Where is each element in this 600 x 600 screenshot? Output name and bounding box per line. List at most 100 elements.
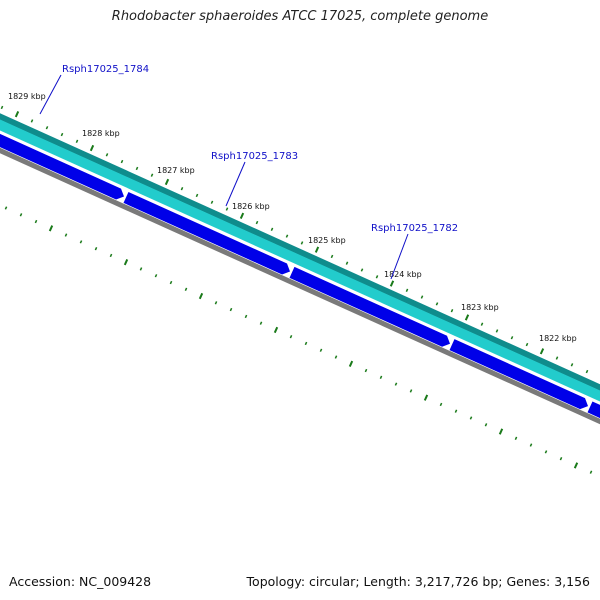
scale-tick	[30, 119, 34, 123]
backbone-line	[0, 147, 600, 425]
position-label: 1823 kbp	[461, 303, 499, 312]
inner-tick	[109, 253, 113, 258]
genome-summary: Topology: circular; Length: 3,217,726 bp…	[246, 574, 590, 589]
inner-tick	[19, 213, 23, 217]
scale-tick	[570, 363, 574, 367]
position-labels: 1829 kbp 1828 kbp 1827 kbp 1826 kbp 1825…	[8, 92, 577, 343]
inner-tick	[48, 225, 54, 232]
position-label: 1826 kbp	[232, 202, 270, 211]
inner-tick	[409, 389, 413, 393]
scale-tick	[539, 348, 545, 355]
inner-tick	[469, 416, 473, 420]
accession-label: Accession:	[9, 574, 76, 589]
inner-tick	[64, 233, 68, 237]
inner-tick	[573, 462, 579, 469]
position-label: 1828 kbp	[82, 129, 120, 138]
position-label: 1824 kbp	[384, 270, 422, 279]
scale-tick	[75, 139, 79, 143]
scale-tick	[45, 126, 49, 130]
scale-tick	[120, 159, 124, 164]
inner-tick	[198, 292, 204, 300]
scale-tick	[60, 132, 64, 137]
scale-tick	[225, 207, 229, 211]
scale-tick	[345, 261, 349, 265]
inner-tick	[229, 307, 233, 312]
gene-arrow[interactable]	[289, 266, 450, 347]
gene-arrow[interactable]	[123, 191, 290, 275]
inner-tick	[4, 206, 8, 210]
position-label: 1822 kbp	[539, 334, 577, 343]
gene-label-1783[interactable]: Rsph17025_1783	[211, 151, 298, 162]
scale-tick	[255, 220, 259, 225]
gene-label-1784[interactable]: Rsph17025_1784	[62, 64, 149, 75]
scale-tick	[510, 336, 514, 340]
scale-tick	[285, 234, 289, 238]
inner-tick	[273, 326, 279, 334]
inner-tick	[454, 409, 458, 413]
gene-label-leader	[225, 161, 246, 207]
position-label: 1829 kbp	[8, 92, 46, 101]
inner-tick	[184, 287, 188, 291]
scale-tick	[89, 144, 95, 152]
inner-tick	[289, 335, 293, 339]
inner-tick	[79, 240, 83, 244]
inner-tick	[394, 382, 398, 386]
outer-teal-band	[0, 113, 600, 391]
inner-tick	[259, 321, 263, 325]
inner-tick	[319, 348, 323, 352]
accession-value: NC_009428	[79, 574, 152, 589]
inner-tick	[439, 402, 443, 407]
inner-tick	[214, 301, 218, 305]
scale-tick	[330, 254, 334, 259]
scale-tick	[450, 308, 454, 313]
inner-tick	[529, 443, 533, 447]
scale-tick	[405, 288, 409, 292]
gene-arrow[interactable]	[587, 401, 600, 432]
scale-tick	[495, 329, 499, 333]
length-value: 3,217,726 bp	[414, 574, 499, 589]
inner-tick	[154, 274, 158, 278]
map-title: Rhodobacter sphaeroides ATCC 17025, comp…	[111, 9, 489, 24]
scale-tick	[239, 212, 245, 219]
inner-tick	[559, 456, 563, 461]
scale-tick	[375, 275, 379, 279]
position-label: 1827 kbp	[157, 166, 195, 175]
scale-tick	[300, 241, 304, 245]
gene-label-1782[interactable]: Rsph17025_1782	[371, 223, 458, 234]
gene-arrow[interactable]	[449, 339, 588, 410]
genes-label: Genes:	[506, 574, 551, 589]
genes-value: 3,156	[554, 574, 590, 589]
outer-tick-marks	[0, 105, 589, 374]
inner-tick	[484, 423, 488, 427]
scale-tick	[105, 153, 109, 157]
accession-info: Accession: NC_009428	[9, 574, 151, 589]
scale-tick	[14, 111, 20, 118]
topology-value: circular	[309, 574, 356, 589]
inner-teal-band	[0, 119, 600, 402]
scale-tick	[314, 246, 320, 253]
gene-arrow[interactable]	[0, 126, 124, 200]
scale-tick	[180, 187, 184, 191]
inner-tick	[123, 259, 129, 266]
gene-track	[0, 126, 600, 432]
inner-tick	[348, 360, 354, 367]
inner-tick	[34, 219, 38, 224]
inner-tick	[169, 280, 173, 285]
inner-tick	[589, 470, 593, 474]
inner-tick	[244, 314, 248, 319]
inner-tick	[139, 267, 143, 271]
inner-tick	[304, 341, 308, 346]
scale-tick	[480, 322, 484, 326]
gene-label-leader	[39, 74, 62, 115]
scale-tick	[135, 166, 139, 171]
scale-tick	[525, 342, 529, 347]
inner-tick-marks	[4, 206, 593, 474]
inner-tick	[498, 428, 504, 435]
inner-tick	[334, 355, 338, 359]
scale-tick	[555, 356, 559, 360]
scale-tick	[210, 200, 214, 204]
inner-tick	[544, 450, 548, 454]
scale-tick	[464, 314, 470, 321]
scale-tick	[0, 105, 4, 110]
